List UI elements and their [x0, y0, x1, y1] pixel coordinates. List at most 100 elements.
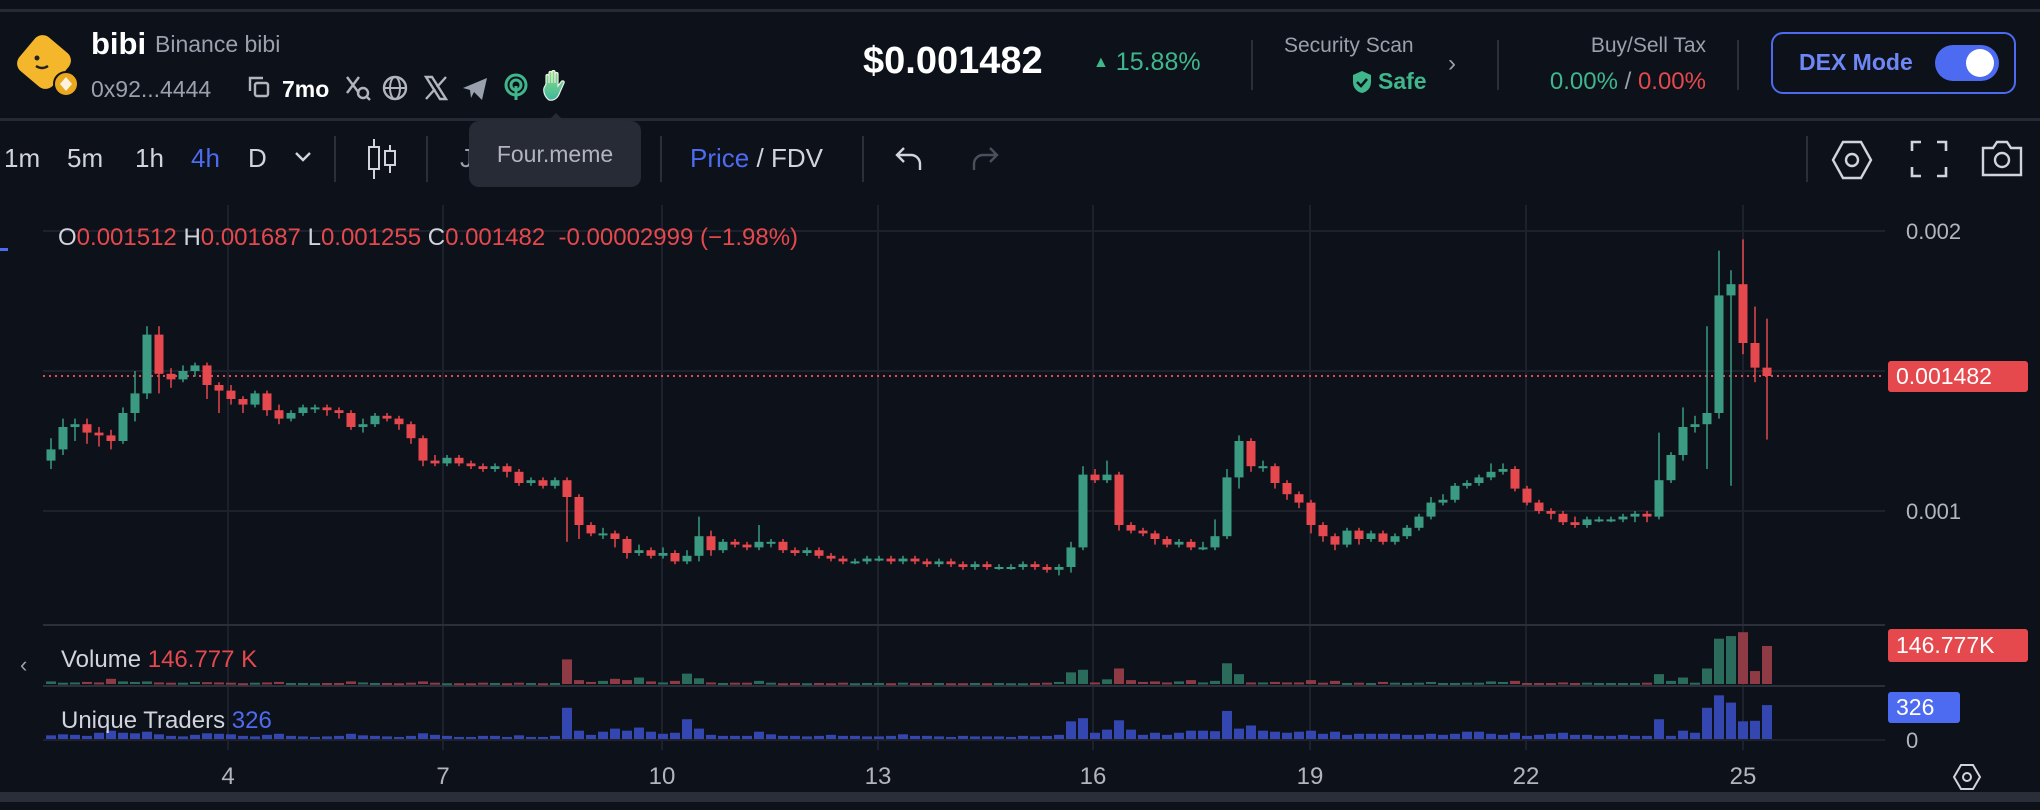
candle-body [94, 432, 104, 436]
signal-icon[interactable] [501, 72, 531, 102]
candle-body [442, 457, 452, 464]
volume-bar [1330, 680, 1340, 684]
traders-bar [646, 731, 656, 739]
fullscreen-icon[interactable] [1910, 140, 1948, 178]
volume-bar [1534, 682, 1544, 685]
y-tick-label: 0.002 [1906, 219, 1962, 244]
redo-icon[interactable] [970, 145, 1000, 173]
volume-bar [1066, 672, 1076, 684]
price-fdv-toggle[interactable]: Price / FDV [690, 143, 823, 174]
traders-bar [1522, 735, 1532, 739]
volume-bar [214, 682, 224, 685]
candle-body [370, 415, 380, 425]
traders-bar [1054, 734, 1064, 739]
volume-bar [202, 682, 212, 685]
volume-bar [1222, 663, 1232, 684]
candle-body [1246, 441, 1256, 467]
volume-bar [526, 682, 536, 685]
token-name-text: Binance bibi [155, 31, 281, 57]
chevron-down-icon[interactable] [293, 150, 313, 164]
candle-body [1282, 483, 1292, 495]
volume-bar [766, 682, 776, 685]
candle-body [1102, 474, 1112, 481]
candle-body [502, 466, 512, 472]
candle-body [1078, 474, 1088, 548]
volume-bar [1210, 680, 1220, 684]
camera-icon[interactable] [1980, 138, 2024, 178]
traders-bar [826, 734, 836, 739]
candle-body [1294, 494, 1304, 503]
price-change: ▲ 15.88% [1093, 48, 1201, 77]
traders-bar [1186, 730, 1196, 739]
candle-body [1318, 525, 1328, 537]
candle-body [1030, 564, 1040, 567]
volume-bar [1042, 682, 1052, 685]
x-tick-label: 13 [864, 763, 892, 790]
candle-body [1762, 367, 1772, 377]
traders-bar [946, 736, 956, 739]
fdv-option[interactable]: FDV [770, 143, 823, 173]
traders-bar [1090, 732, 1100, 739]
x-twitter-icon[interactable] [422, 74, 450, 102]
telegram-icon[interactable] [461, 76, 489, 102]
volume-bar [1318, 682, 1328, 685]
volume-bar [1090, 682, 1100, 685]
price-fdv-separator: / [756, 143, 764, 173]
collapse-arrow-icon[interactable]: ‹ [20, 652, 28, 677]
ohlc-legend: O0.001512 H0.001687 L0.001255 C0.001482 … [58, 224, 798, 252]
horizontal-scrollbar[interactable] [0, 792, 2040, 802]
timeframe-1m[interactable]: 1m [4, 143, 41, 173]
x-tick-label: 10 [648, 763, 676, 790]
candle-body [574, 497, 584, 525]
traders-bar [1438, 734, 1448, 739]
low-label: L [307, 224, 321, 251]
candle-body [1690, 424, 1700, 427]
contract-address[interactable]: 0x92...4444 [91, 76, 212, 102]
token-symbol: bibi [91, 26, 147, 61]
candle-body [526, 480, 536, 483]
divider [862, 136, 864, 182]
price-option[interactable]: Price [690, 143, 750, 173]
volume-bar [1690, 682, 1700, 685]
volume-bar [502, 683, 512, 686]
security-scan-button[interactable]: Security Scan Safe › [1284, 34, 1504, 104]
timeframe-4h[interactable]: 4h [191, 143, 220, 173]
volume-bar [826, 683, 836, 686]
volume-bar [154, 682, 164, 685]
traders-bar [502, 736, 512, 739]
traders-bar [1282, 732, 1292, 739]
candle-body [346, 413, 356, 427]
traders-bar [670, 732, 680, 739]
traders-bar [1570, 734, 1580, 739]
traders-bar [1174, 732, 1184, 739]
toggle-switch[interactable] [1935, 45, 1999, 81]
timeframe-d[interactable]: D [248, 143, 267, 173]
search-x-icon[interactable] [344, 74, 372, 102]
copy-icon[interactable] [246, 74, 272, 100]
traders-bar [274, 733, 284, 739]
candle-body [1162, 539, 1172, 545]
volume-bar [1450, 682, 1460, 685]
traders-bar [118, 732, 128, 739]
dex-mode-toggle[interactable]: DEX Mode [1771, 32, 2016, 94]
four-meme-hand-icon[interactable] [541, 70, 571, 102]
candlestick-type-icon[interactable] [364, 137, 400, 181]
traders-bar [58, 734, 68, 739]
candle-body [742, 544, 752, 548]
candle-body [646, 550, 656, 556]
volume-bar [1498, 681, 1508, 684]
traders-bar [610, 728, 620, 739]
volume-bar [1258, 682, 1268, 685]
axis-settings-icon[interactable] [1952, 762, 1982, 792]
undo-icon[interactable] [894, 145, 924, 173]
volume-bar [1582, 682, 1592, 685]
globe-icon[interactable] [381, 74, 409, 102]
timeframe-1h[interactable]: 1h [135, 143, 164, 173]
settings-icon[interactable] [1830, 138, 1874, 182]
volume-bar [538, 683, 548, 686]
volume-bar [1558, 682, 1568, 685]
candle-body [1414, 516, 1424, 528]
candle-body [190, 365, 200, 371]
timeframe-5m[interactable]: 5m [67, 143, 104, 173]
